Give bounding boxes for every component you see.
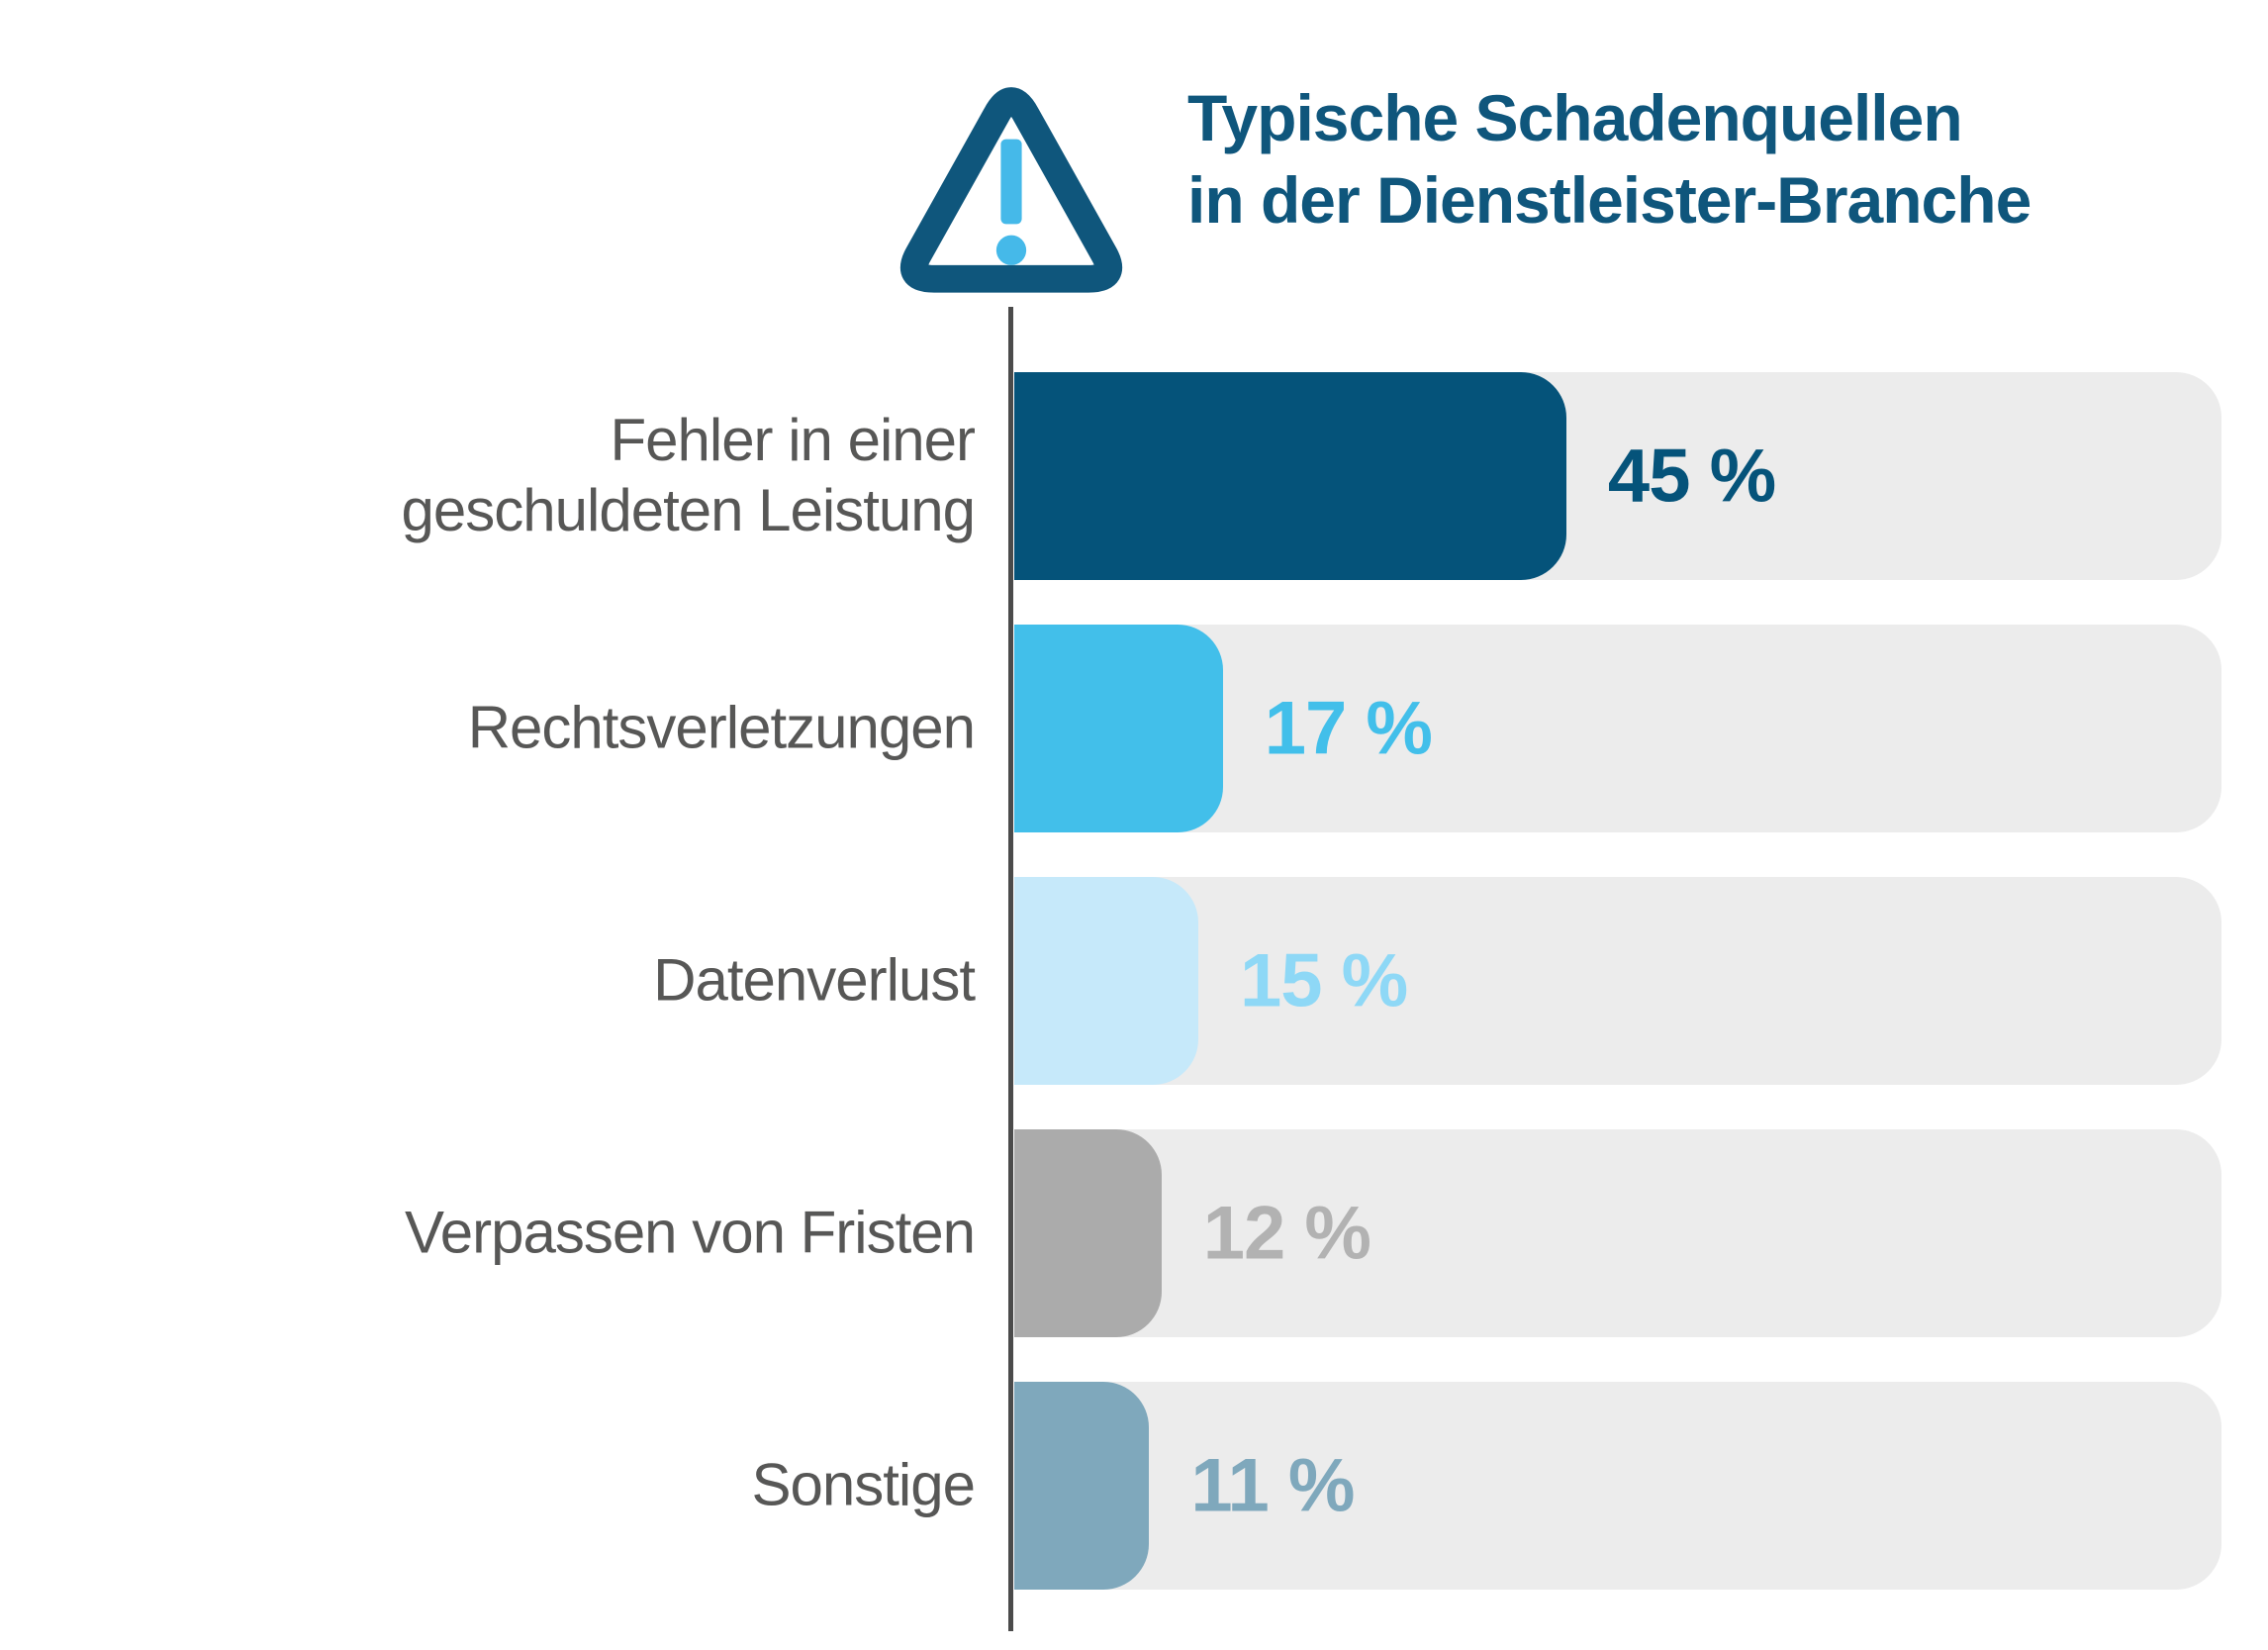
value-label: 17 % (1264, 686, 1433, 771)
bar-row: Sonstige 11 % (0, 1382, 2268, 1590)
category-label: Sonstige (751, 1451, 977, 1518)
bar-row: Datenverlust 15 % (0, 877, 2268, 1085)
warning-exclamation-triangle-icon (899, 87, 1123, 293)
bar-track: 17 % (1014, 625, 2221, 832)
bar-row: Fehler in einer geschuldeten Leistung 45… (0, 372, 2268, 580)
bar-fill (1014, 625, 1223, 832)
value-label: 11 % (1190, 1443, 1355, 1528)
category-label: Rechtsverletzungen (467, 694, 976, 761)
value-label: 45 % (1607, 434, 1776, 519)
bar-fill (1014, 877, 1198, 1085)
bar-track: 12 % (1014, 1129, 2221, 1337)
chart-title-line2: in der Dienstleister-Branche (1187, 162, 2032, 237)
bar-track: 15 % (1014, 877, 2221, 1085)
bar-track: 11 % (1014, 1382, 2221, 1590)
category-label: Verpassen von Fristen (405, 1199, 976, 1266)
bar-fill (1014, 1129, 1162, 1337)
category-label: Fehler in einer geschuldeten Leistung (401, 407, 976, 543)
value-label: 15 % (1239, 938, 1408, 1023)
bar-fill (1014, 1382, 1150, 1590)
bar-track: 45 % (1014, 372, 2221, 580)
bar-row: Rechtsverletzungen 17 % (0, 625, 2268, 832)
y-axis-line (1008, 307, 1013, 1631)
chart-title: Typische Schadenquellen in der Dienstlei… (1187, 77, 2032, 241)
category-label: Datenverlust (653, 946, 976, 1014)
chart-title-line1: Typische Schadenquellen (1187, 81, 1963, 154)
bar-row: Verpassen von Fristen 12 % (0, 1129, 2268, 1337)
bar-fill (1014, 372, 1566, 580)
value-label: 12 % (1202, 1191, 1371, 1276)
